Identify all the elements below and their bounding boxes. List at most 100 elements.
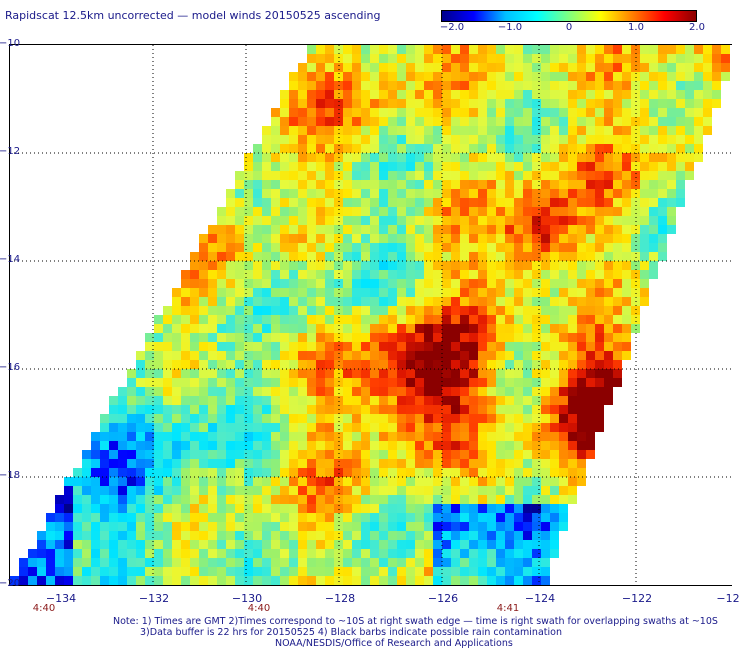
wind-cell <box>577 180 586 189</box>
wind-cell <box>514 423 523 432</box>
wind-cell <box>253 171 262 180</box>
wind-cell <box>451 198 460 207</box>
wind-cell <box>478 171 487 180</box>
wind-cell <box>307 576 316 585</box>
wind-cell <box>271 297 280 306</box>
wind-cell <box>613 324 622 333</box>
wind-cell <box>604 99 613 108</box>
wind-cell <box>559 468 568 477</box>
wind-cell <box>397 369 406 378</box>
wind-cell <box>433 495 442 504</box>
wind-cell <box>145 396 154 405</box>
wind-cell <box>649 117 658 126</box>
wind-cell <box>217 315 226 324</box>
wind-cell <box>127 522 136 531</box>
wind-cell <box>568 171 577 180</box>
wind-cell <box>397 171 406 180</box>
wind-cell <box>244 468 253 477</box>
wind-cell <box>640 189 649 198</box>
wind-cell <box>523 342 532 351</box>
wind-cell <box>379 189 388 198</box>
wind-cell <box>586 324 595 333</box>
wind-cell <box>514 207 523 216</box>
wind-cell <box>622 297 631 306</box>
wind-cell <box>406 90 415 99</box>
wind-cell <box>496 414 505 423</box>
wind-cell <box>451 297 460 306</box>
wind-cell <box>514 441 523 450</box>
wind-cell <box>406 315 415 324</box>
wind-cell <box>541 54 550 63</box>
wind-cell <box>406 243 415 252</box>
wind-cell <box>343 63 352 72</box>
wind-cell <box>586 450 595 459</box>
wind-cell <box>406 144 415 153</box>
wind-cell <box>118 531 127 540</box>
wind-cell <box>109 459 118 468</box>
wind-cell <box>172 369 181 378</box>
wind-cell <box>370 90 379 99</box>
wind-cell <box>235 477 244 486</box>
wind-cell <box>550 504 559 513</box>
wind-cell <box>505 99 514 108</box>
wind-cell <box>460 135 469 144</box>
wind-cell <box>199 495 208 504</box>
wind-cell <box>523 54 532 63</box>
wind-cell <box>280 198 289 207</box>
wind-cell <box>334 540 343 549</box>
wind-cell <box>415 243 424 252</box>
wind-cell <box>352 108 361 117</box>
wind-cell <box>541 504 550 513</box>
wind-cell <box>109 414 118 423</box>
wind-cell <box>361 45 370 54</box>
wind-cell <box>496 405 505 414</box>
wind-cell <box>379 198 388 207</box>
wind-cell <box>433 441 442 450</box>
wind-cell <box>460 63 469 72</box>
wind-cell <box>352 252 361 261</box>
wind-cell <box>325 207 334 216</box>
wind-cell <box>541 135 550 144</box>
wind-cell <box>523 432 532 441</box>
wind-cell <box>505 144 514 153</box>
wind-cell <box>325 333 334 342</box>
wind-cell <box>154 441 163 450</box>
wind-cell <box>586 54 595 63</box>
wind-cell <box>586 207 595 216</box>
wind-cell <box>460 414 469 423</box>
wind-cell <box>226 396 235 405</box>
wind-cell <box>145 540 154 549</box>
wind-cell <box>487 540 496 549</box>
wind-cell <box>388 324 397 333</box>
wind-cell <box>469 567 478 576</box>
wind-cell <box>244 225 253 234</box>
wind-cell <box>604 396 613 405</box>
wind-cell <box>370 198 379 207</box>
wind-cell <box>613 225 622 234</box>
wind-cell <box>649 171 658 180</box>
wind-cell <box>64 477 73 486</box>
wind-cell <box>523 90 532 99</box>
wind-cell <box>595 351 604 360</box>
wind-cell <box>280 549 289 558</box>
wind-cell <box>397 45 406 54</box>
wind-cell <box>262 153 271 162</box>
wind-cell <box>271 180 280 189</box>
wind-cell <box>505 252 514 261</box>
wind-cell <box>136 450 145 459</box>
wind-cell <box>307 567 316 576</box>
wind-cell <box>487 333 496 342</box>
wind-cell <box>181 468 190 477</box>
wind-cell <box>352 558 361 567</box>
wind-cell <box>280 459 289 468</box>
wind-cell <box>415 396 424 405</box>
wind-cell <box>550 180 559 189</box>
wind-cell <box>496 198 505 207</box>
wind-cell <box>307 243 316 252</box>
wind-cell <box>334 180 343 189</box>
wind-cell <box>676 198 685 207</box>
wind-cell <box>289 99 298 108</box>
wind-cell <box>280 252 289 261</box>
wind-cell <box>73 477 82 486</box>
wind-cell <box>532 549 541 558</box>
